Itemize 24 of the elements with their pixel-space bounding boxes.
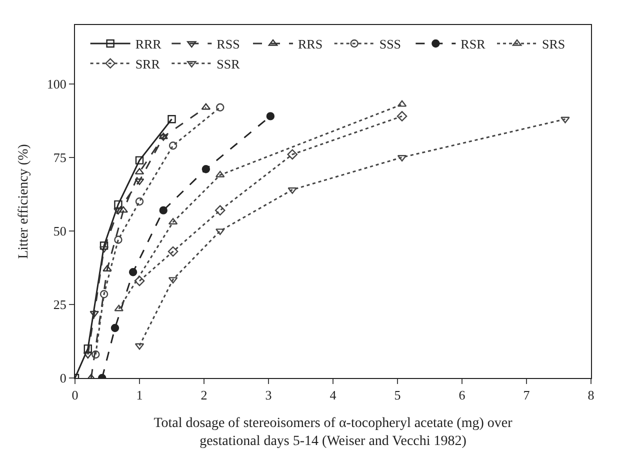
x-tick-label: 6	[458, 388, 466, 403]
y-tick-label: 100	[46, 76, 66, 92]
legend-label: RRR	[135, 36, 162, 52]
legend-label: RSR	[460, 36, 486, 52]
legend-label: SSS	[379, 36, 402, 52]
x-tick-label: 7	[523, 388, 530, 403]
y-tick-label: 50	[53, 223, 66, 238]
y-tick-label: 25	[53, 297, 66, 312]
x-tick-label: 0	[72, 388, 78, 403]
x-tick-label: 8	[588, 388, 594, 403]
legend-label: RRS	[298, 36, 323, 52]
legend-label: SSR	[216, 56, 240, 72]
x-tick-label: 4	[330, 388, 337, 403]
y-tick-label: 75	[53, 150, 66, 165]
x-axis-title: Total dosage of stereoisomers of α-tocopheryl acetate (mg) over gestational days 5-14 (Weiser and Vecchi 1982)	[154, 416, 513, 450]
legend-label: RSS	[216, 36, 240, 52]
y-axis-title: Litter efficiency (%)	[16, 144, 32, 259]
x-tick-label: 1	[136, 388, 143, 403]
x-tick-label: 2	[200, 388, 208, 403]
legend-label: SRR	[135, 56, 160, 72]
x-tick-label: 5	[394, 388, 401, 403]
x-tick-label: 3	[265, 388, 272, 403]
y-tick-label: 0	[60, 370, 66, 386]
legend-label: SRS	[542, 36, 566, 52]
